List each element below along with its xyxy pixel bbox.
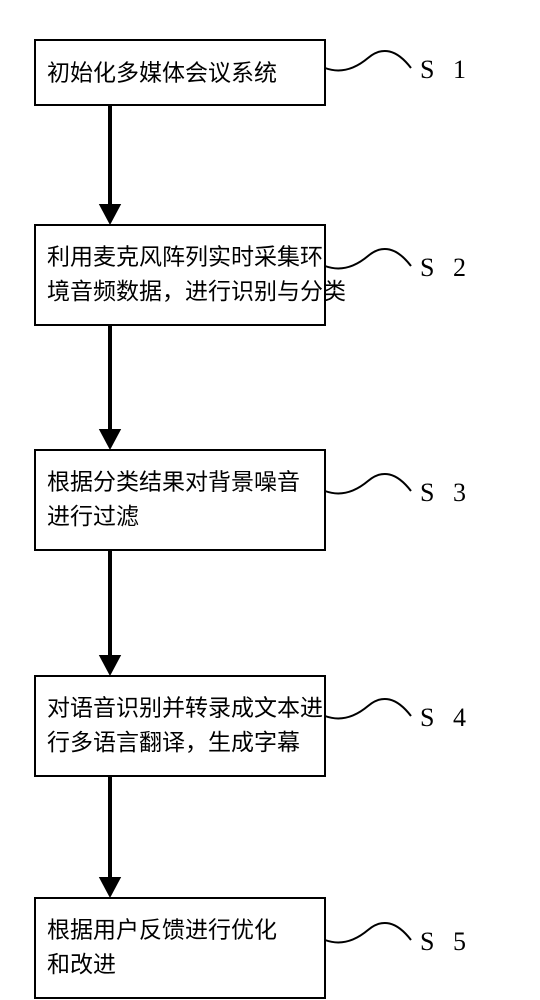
step-box-s2 (35, 225, 325, 325)
step-text-s4-line0: 对语音识别并转录成文本进 (47, 696, 323, 721)
step-label-s3: S 3 (420, 478, 472, 507)
step-box-s4 (35, 676, 325, 776)
label-connector-s5 (325, 923, 411, 943)
step-text-s5-line0: 根据用户反馈进行优化 (47, 918, 277, 943)
flow-arrow-head (99, 877, 121, 898)
step-label-s2: S 2 (420, 253, 472, 282)
step-text-s2-line1: 境音频数据，进行识别与分类 (47, 279, 346, 304)
step-box-s3 (35, 450, 325, 550)
flow-arrow-head (99, 429, 121, 450)
step-text-s3-line0: 根据分类结果对背景噪音 (47, 470, 300, 495)
step-label-s4: S 4 (420, 703, 472, 732)
step-label-s5: S 5 (420, 927, 472, 956)
label-connector-s4 (325, 699, 411, 719)
label-connector-s2 (325, 249, 411, 269)
step-text-s3-line1: 进行过滤 (47, 504, 139, 529)
step-box-s5 (35, 898, 325, 998)
step-label-s1: S 1 (420, 55, 472, 84)
step-text-s5-line1: 和改进 (47, 952, 116, 977)
flow-arrow-head (99, 204, 121, 225)
label-connector-s1 (325, 51, 411, 71)
flow-arrow-head (99, 655, 121, 676)
label-connector-s3 (325, 474, 411, 494)
step-text-s1-line0: 初始化多媒体会议系统 (47, 61, 277, 86)
step-text-s4-line1: 行多语言翻译，生成字幕 (47, 730, 300, 755)
step-text-s2-line0: 利用麦克风阵列实时采集环 (47, 245, 323, 270)
